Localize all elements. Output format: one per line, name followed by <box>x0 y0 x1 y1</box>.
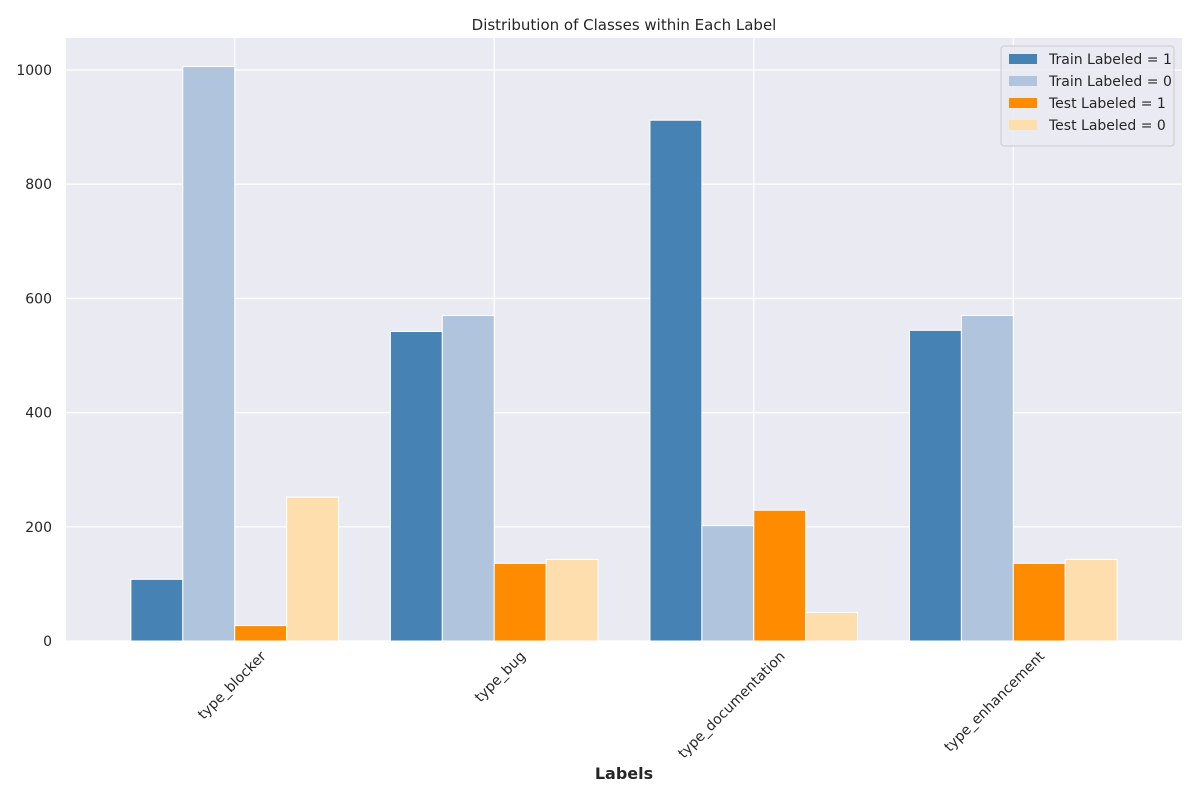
chart-title: Distribution of Classes within Each Labe… <box>472 16 777 34</box>
legend-entry: Test Labeled = 1 <box>1048 96 1166 112</box>
legend-swatch <box>1009 120 1037 130</box>
legend-entry: Test Labeled = 0 <box>1048 118 1166 134</box>
legend-box <box>1000 45 1175 147</box>
bar-type_bug-series-2 <box>493 562 547 642</box>
legend-entry: Train Labeled = 1 <box>1048 52 1172 68</box>
bar-type_documentation-series-0 <box>649 119 703 642</box>
bar-type_enhancement-series-1 <box>960 315 1014 642</box>
bar-type_documentation-series-1 <box>701 525 755 642</box>
bar-type_enhancement-series-3 <box>1064 558 1118 642</box>
bar-type_documentation-series-3 <box>805 611 859 642</box>
x-tick-label: type_enhancement <box>941 648 1048 755</box>
legend-swatch <box>1009 54 1037 64</box>
x-tick-label: type_documentation <box>675 649 788 762</box>
y-tick-label: 1000 <box>16 63 52 79</box>
legend-swatch <box>1009 98 1037 108</box>
x-axis-label: Labels <box>595 764 653 783</box>
legend-swatch <box>1009 76 1037 86</box>
bar-type_blocker-series-3 <box>286 496 340 642</box>
bar-type_bug-series-1 <box>441 315 495 642</box>
bar-type_documentation-series-2 <box>753 509 807 642</box>
bars <box>130 66 1118 642</box>
y-axis-ticks: 0 200 400 600 800 1000 <box>16 63 52 650</box>
legend-entry: Train Labeled = 0 <box>1048 74 1172 90</box>
y-tick-label: 0 <box>43 634 52 650</box>
bar-type_bug-series-0 <box>389 331 443 642</box>
y-tick-label: 200 <box>25 520 52 536</box>
y-tick-label: 400 <box>25 406 52 422</box>
bar-type_blocker-series-2 <box>234 625 288 642</box>
bar-type_enhancement-series-0 <box>908 329 962 642</box>
bar-type_blocker-series-1 <box>182 66 236 642</box>
bar-type_enhancement-series-2 <box>1012 562 1066 642</box>
x-axis-ticks: type_blocker type_bug type_documentation ty… <box>195 648 1048 762</box>
y-tick-label: 800 <box>25 177 52 193</box>
y-tick-label: 600 <box>25 291 52 307</box>
bar-type_blocker-series-0 <box>130 578 184 642</box>
x-tick-label: type_blocker <box>195 648 270 723</box>
bar-type_bug-series-3 <box>545 558 599 642</box>
x-tick-label: type_bug <box>472 649 529 706</box>
legend: Train Labeled = 1 Train Labeled = 0 Test L… <box>1000 45 1175 147</box>
